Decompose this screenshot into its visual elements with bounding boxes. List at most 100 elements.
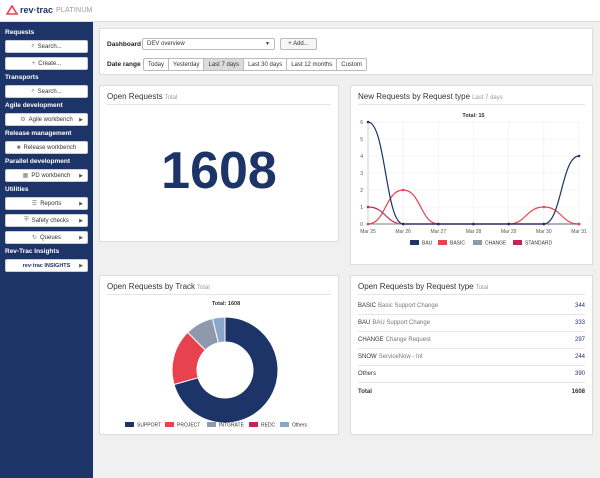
legend-label[interactable]: BASIC (450, 241, 465, 247)
data-point-basic[interactable] (366, 222, 370, 226)
data-point-bau[interactable] (437, 222, 440, 226)
legend-swatch[interactable] (473, 240, 482, 245)
sidebar-heading: Utilities (5, 186, 29, 193)
data-point-basic[interactable] (542, 205, 546, 209)
y-tick-label: 1 (360, 205, 363, 211)
range-button-custom[interactable]: Custom (337, 58, 367, 71)
card-open-requests-by-request-type: Open Requests by Request type Total BASIC… (350, 275, 593, 435)
package-icon: ■ (16, 144, 21, 151)
add-dashboard-button[interactable]: + Add... (280, 38, 317, 50)
line-chart: Total: 15 0 1 2 3 4 5 6 Mar 25 Mar 26 Mar 27 Mar 28… (360, 113, 587, 247)
main-content: Dashboard DEV overview ▼ + Add... Date r… (93, 22, 600, 478)
data-point-basic[interactable] (577, 222, 581, 226)
request-type-desc: Change Request (385, 337, 431, 343)
sidebar-button-search[interactable]: ⌕ Search... (5, 85, 88, 98)
chevron-right-icon: ▶ (79, 200, 83, 207)
request-type-count[interactable]: 390 (574, 371, 585, 377)
legend-label[interactable]: BAU (422, 241, 433, 247)
legend-swatch[interactable] (438, 240, 447, 245)
legend-swatch[interactable] (513, 240, 522, 245)
sidebar-heading: Agile development (5, 102, 63, 109)
range-button-last-30-days[interactable]: Last 30 days (244, 58, 288, 71)
data-point-basic[interactable] (401, 188, 405, 192)
chevron-right-icon: ▶ (79, 262, 83, 269)
request-type-count[interactable]: 244 (574, 354, 585, 360)
legend-swatch[interactable] (410, 240, 419, 245)
x-tick-label: Mar 25 (360, 229, 376, 235)
request-type-count[interactable]: 297 (574, 337, 585, 343)
range-button-today[interactable]: Today (143, 58, 170, 71)
sidebar-button-agile-workbench[interactable]: ⚙ Agile workbench ▶ (5, 113, 88, 126)
legend-label[interactable]: PROJECT (177, 423, 200, 429)
sidebar-button-label: Release workbench (23, 144, 77, 151)
data-point-standard[interactable] (366, 205, 370, 209)
sidebar-button-queues[interactable]: ↻ Queues ▶ (5, 231, 88, 244)
legend-label[interactable]: STANDARD (525, 241, 553, 247)
sidebar-button-search[interactable]: ⌕ Search... (5, 40, 88, 53)
card-subtitle: Total (475, 285, 489, 291)
data-point-bau[interactable] (542, 222, 546, 226)
legend-swatch[interactable] (280, 422, 289, 427)
y-tick-label: 6 (360, 120, 363, 126)
date-range-group: Today Yesterday Last 7 days Last 30 days Las… (143, 58, 367, 71)
legend-label[interactable]: Others (292, 423, 308, 429)
legend-label[interactable]: CHANGE (485, 241, 507, 247)
sidebar-button-label: Agile workbench (28, 116, 73, 123)
legend-label[interactable]: INTGRATE (219, 423, 245, 429)
legend-swatch[interactable] (165, 422, 174, 427)
date-range-label: Date range (107, 61, 141, 68)
table-row[interactable]: BAU BAU Support Change 333 (358, 315, 585, 332)
range-button-yesterday[interactable]: Yesterday (169, 58, 205, 71)
sidebar-button-label: PD workbench (31, 172, 71, 179)
dashboard-select[interactable]: DEV overview ▼ (142, 38, 275, 50)
y-tick-label: 0 (360, 222, 363, 228)
sidebar-button-pd-workbench[interactable]: ▦ PD workbench ▶ (5, 169, 88, 182)
legend-label[interactable]: SUPPORT (137, 423, 161, 429)
insights-logo: rev·trac INSIGHTS (22, 262, 71, 269)
chevron-right-icon: ▶ (79, 172, 83, 179)
table-row[interactable]: BASIC Basic Support Change 344 (358, 298, 585, 315)
list-icon: ☰ (31, 201, 38, 207)
data-point-bau[interactable] (401, 222, 405, 226)
sidebar-heading: Parallel development (5, 158, 71, 165)
sidebar-button-safety-checks[interactable]: ⛨ Safety checks ▶ (5, 214, 88, 227)
sidebar-button-label: Reports (40, 200, 62, 207)
range-button-last-7-days[interactable]: Last 7 days (204, 58, 245, 71)
table-row[interactable]: SNOW ServiceNow - Int 244 (358, 349, 585, 366)
table-row[interactable]: CHANGE Change Request 297 (358, 332, 585, 349)
sidebar-heading: Transports (5, 74, 39, 81)
donut-slice-support[interactable] (173, 316, 279, 424)
request-type-code: SNOW (358, 354, 377, 360)
sidebar-button-create[interactable]: + Create... (5, 57, 88, 70)
donut-chart: Total: 1608 SUPPORT PROJECT INTGRATE REDC Oth… (125, 301, 308, 429)
request-type-code: BASIC (358, 303, 377, 309)
sidebar: Requests ⌕ Search... + Create... Transports ⌕ S… (0, 22, 93, 478)
donut-slice-others[interactable] (211, 316, 226, 344)
range-button-last-12-months[interactable]: Last 12 months (287, 58, 338, 71)
request-type-count[interactable]: 333 (574, 320, 585, 326)
card-subtitle: Total (164, 95, 178, 101)
data-point-bau[interactable] (472, 222, 475, 226)
request-type-table: BASIC Basic Support Change 344 BAU BAU Suppo… (358, 298, 585, 400)
x-tick-label: Mar 30 (536, 229, 552, 235)
sidebar-button-label: Search... (37, 88, 62, 95)
data-point-bau[interactable] (577, 154, 581, 158)
legend-label[interactable]: REDC (261, 423, 276, 429)
request-type-code: CHANGE (358, 337, 384, 343)
card-title: New Requests by Request type Last 7 days (358, 92, 503, 101)
brand-logo[interactable]: rev·trac PLATINUM (6, 5, 93, 15)
card-title: Open Requests by Track Total (107, 282, 210, 291)
card-open-requests-by-track: Open Requests by Track Total Total: 1608 S… (99, 275, 339, 435)
data-point-bau[interactable] (507, 222, 510, 226)
data-point-bau[interactable] (366, 120, 370, 124)
sidebar-button-rev-trac-insights[interactable]: rev·trac INSIGHTS ▶ (5, 259, 88, 272)
legend-swatch[interactable] (207, 422, 216, 427)
sidebar-button-reports[interactable]: ☰ Reports ▶ (5, 197, 88, 210)
chevron-right-icon: ▶ (79, 116, 83, 123)
legend-swatch[interactable] (249, 422, 258, 427)
legend-swatch[interactable] (125, 422, 134, 427)
sidebar-button-release-workbench[interactable]: ■ Release workbench (5, 141, 88, 154)
y-tick-label: 2 (360, 188, 363, 194)
request-type-count[interactable]: 344 (574, 303, 585, 309)
table-row[interactable]: Others 390 (358, 366, 585, 383)
